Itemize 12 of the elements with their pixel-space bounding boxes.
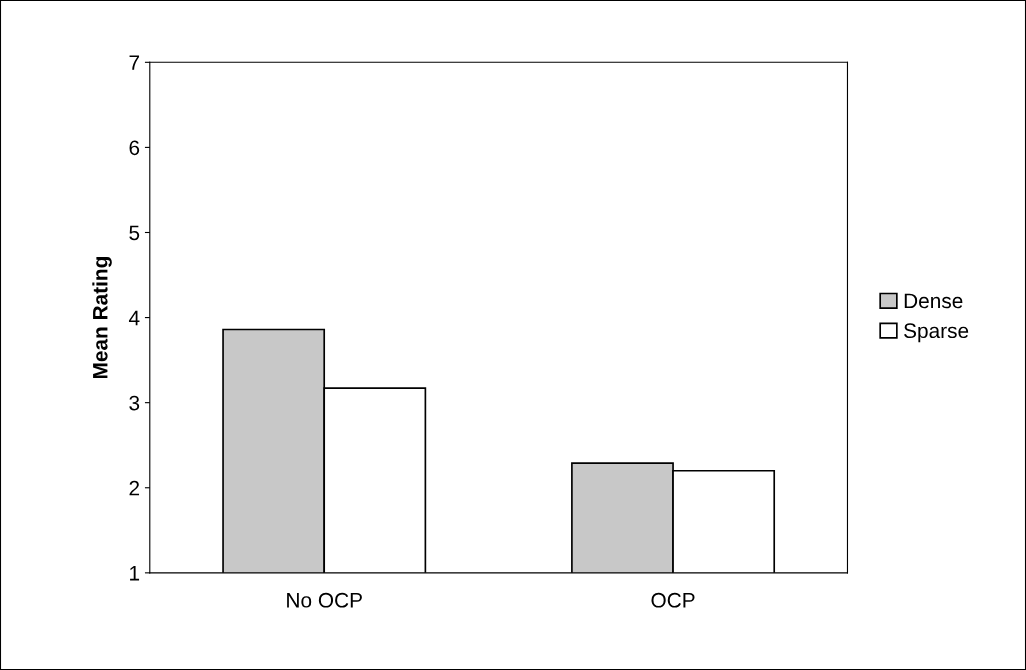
x-tick-label: OCP [651, 592, 695, 608]
y-tick-label: 1 [130, 566, 140, 581]
y-axis-title: Mean Rating [92, 257, 112, 379]
y-tick-label: 6 [129, 140, 140, 156]
y-tick-label: 5 [129, 225, 140, 241]
y-tick-label: 2 [129, 480, 140, 496]
y-tick-label: 7 [129, 55, 140, 70]
legend-label: Sparse [904, 323, 969, 343]
y-tick-label: 4 [128, 310, 140, 326]
x-tick-label: No OCP [287, 592, 362, 608]
legend-label: Dense [904, 293, 963, 309]
y-tick-label: 3 [129, 395, 140, 411]
